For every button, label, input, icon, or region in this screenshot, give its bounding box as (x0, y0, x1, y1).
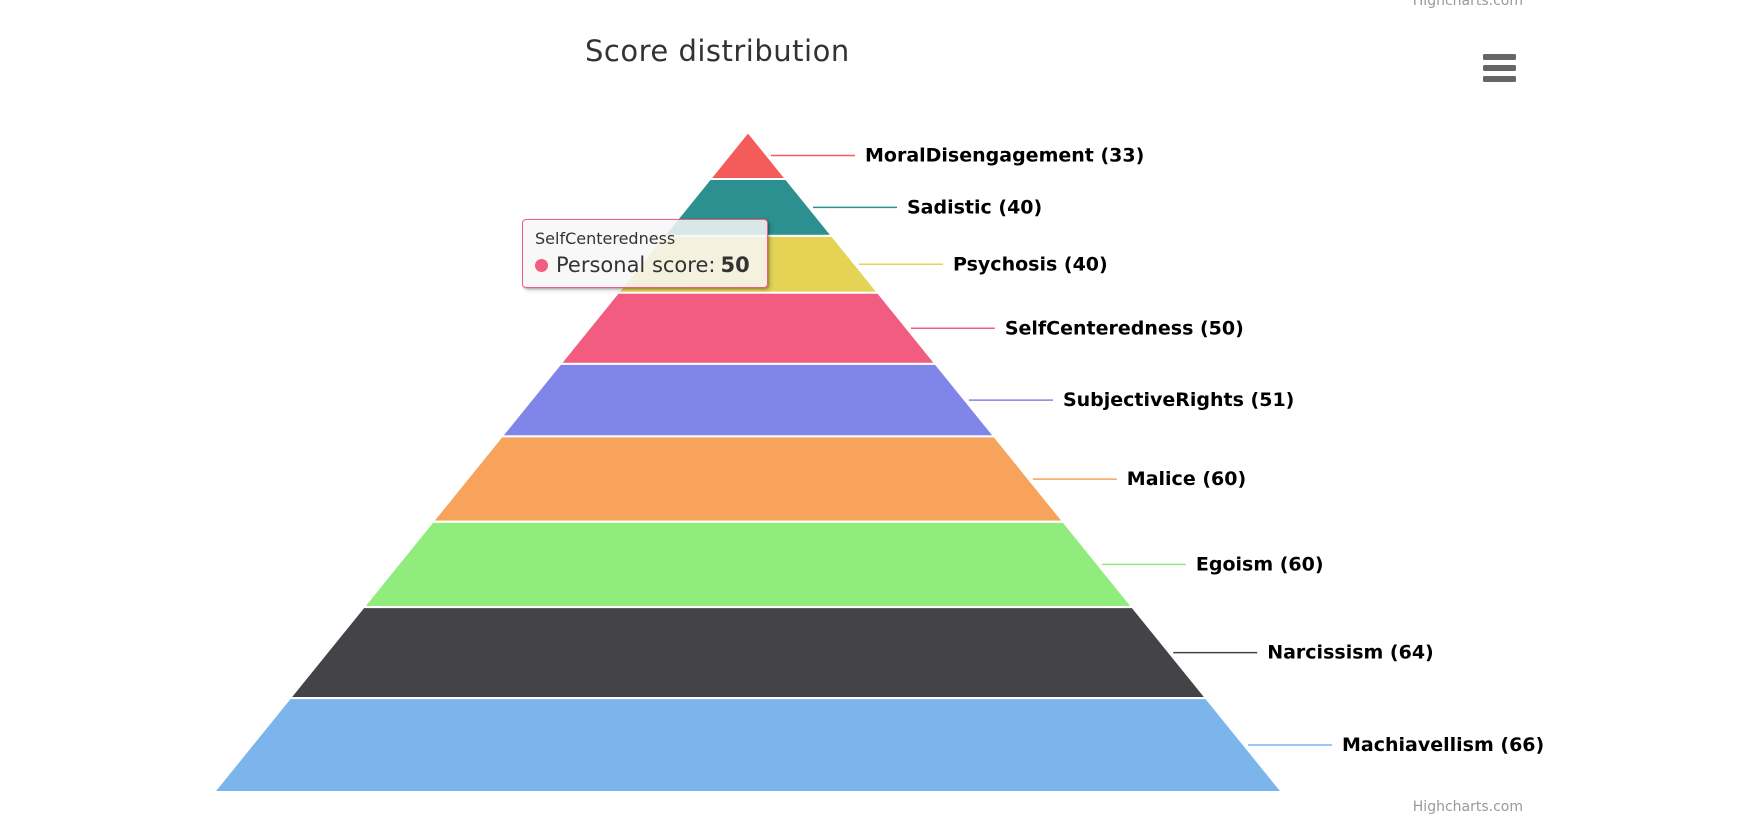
data-label-Sadistic[interactable]: Sadistic (40) (907, 196, 1042, 218)
data-label-SubjectiveRights[interactable]: SubjectiveRights (51) (1063, 389, 1294, 411)
tooltip-value: 50 (720, 253, 750, 277)
credits-link-top[interactable]: Highcharts.com (1412, 0, 1523, 9)
data-label-Narcissism[interactable]: Narcissism (64) (1267, 642, 1434, 664)
hamburger-icon (1483, 65, 1516, 71)
pyramid-segment-Malice[interactable] (431, 435, 1065, 523)
data-label-Egoism[interactable]: Egoism (60) (1196, 553, 1324, 575)
context-menu-button[interactable] (1483, 54, 1516, 82)
chart-tooltip: SelfCenteredness Personal score: 50 (522, 219, 768, 288)
tooltip-point-marker-icon (535, 258, 548, 272)
tooltip-body: Personal score: 50 (535, 253, 755, 277)
tooltip-separator: : (708, 253, 716, 277)
chart-title: Score distribution (585, 34, 850, 68)
hamburger-icon (1483, 76, 1516, 82)
pyramid-segment-Narcissism[interactable] (288, 606, 1208, 700)
pyramid-segment-Egoism[interactable] (362, 520, 1134, 609)
tooltip-header: SelfCenteredness (535, 229, 676, 248)
credits-link-bottom[interactable]: Highcharts.com (1412, 799, 1523, 815)
pyramid-segment-SelfCenteredness[interactable] (559, 291, 937, 365)
tooltip-series-label: Personal score (556, 253, 709, 277)
hamburger-icon (1483, 54, 1516, 60)
data-label-Machiavellism[interactable]: Machiavellism (66) (1342, 734, 1544, 756)
data-label-Psychosis[interactable]: Psychosis (40) (953, 253, 1108, 275)
pyramid-segment-SubjectiveRights[interactable] (500, 362, 996, 438)
data-label-MoralDisengagement[interactable]: MoralDisengagement (33) (865, 144, 1144, 166)
data-label-SelfCenteredness[interactable]: SelfCenteredness (50) (1005, 317, 1244, 339)
data-label-Malice[interactable]: Malice (60) (1127, 468, 1246, 490)
pyramid-segment-Machiavellism[interactable] (213, 697, 1283, 793)
